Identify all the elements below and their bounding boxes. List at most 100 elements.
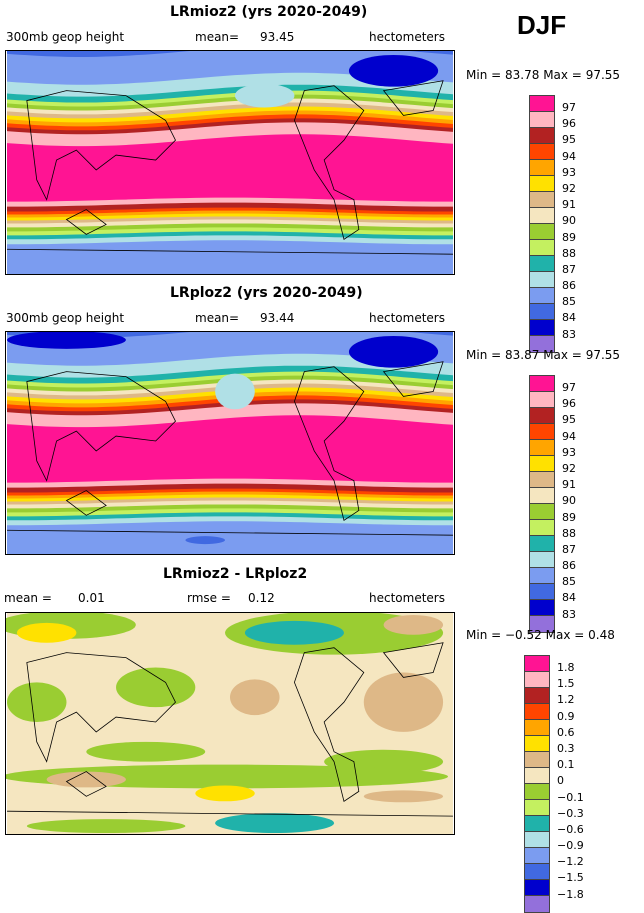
colorbar-swatch [525,800,549,816]
contour-patch [7,682,67,723]
min-label: Min = [466,68,502,82]
coastline [294,85,365,240]
panel3-title: LRmioz2 - LRploz2 [163,566,308,582]
colorbar-swatch [525,688,549,704]
coastline [26,371,176,482]
colorbar-swatch [530,336,554,352]
colorbar-label: −0.9 [557,839,584,853]
colorbar-swatch [530,144,554,160]
colorbar-label: 90 [562,214,576,228]
colorbar-label: 92 [562,461,576,475]
colorbar-label: 95 [562,413,576,427]
contour-band [6,240,453,274]
colorbar-swatch [530,472,554,488]
colorbar-label: −1.5 [557,871,584,885]
panel1-title: LRmioz2 (yrs 2020-2049) [170,4,368,20]
coastline [382,642,444,678]
colorbar-label: 86 [562,279,576,293]
colorbar-label: −1.8 [557,887,584,901]
colorbar-label: 86 [562,559,576,573]
colorbar-swatch [525,816,549,832]
colorbar-swatch [525,720,549,736]
max-value: 0.48 [588,628,615,642]
coastline [7,810,453,817]
contour-patch [46,771,126,788]
contour-patch [348,54,439,87]
contour-patch [215,373,255,410]
colorbar-label: 1.8 [557,661,575,674]
colorbar-label: 92 [562,181,576,195]
panel2-variable: 300mb geop height [6,311,125,325]
colorbar-label: 96 [562,117,576,131]
coastline [65,209,107,235]
panel2-colorbar [529,375,555,633]
colorbar-swatch [530,208,554,224]
colorbar-label: −1.2 [557,855,584,869]
colorbar-swatch [530,504,554,520]
panel3-mean-label: mean = [4,591,52,605]
colorbar-swatch [530,256,554,272]
contour-patch [16,622,77,643]
colorbar-swatch [530,520,554,536]
colorbar-swatch [525,752,549,768]
colorbar-swatch [530,408,554,424]
colorbar-label: 89 [562,510,576,524]
colorbar-label: 83 [562,327,576,341]
colorbar-label: 88 [562,246,576,260]
panel1-colorbar [529,95,555,353]
colorbar-swatch [530,192,554,208]
colorbar-label: 97 [562,381,576,394]
panel2-title: LRploz2 (yrs 2020-2049) [170,285,363,301]
colorbar-swatch [530,160,554,176]
colorbar-label: 97 [562,101,576,114]
season-label: DJF [517,10,567,40]
panel3-map [5,612,455,835]
contour-patch [348,335,439,368]
colorbar-swatch [525,784,549,800]
max-label: Max = [545,628,585,642]
colorbar-swatch [525,832,549,848]
colorbar-swatch [530,320,554,336]
colorbar-label: 0.6 [557,725,575,739]
colorbar-swatch [525,880,549,896]
colorbar-label: 0.1 [557,758,575,772]
panel1-minmax: Min = 83.78 Max = 97.55 [466,68,620,82]
colorbar-swatch [530,96,554,112]
contour-patch [234,83,295,108]
colorbar-label: 91 [562,198,576,212]
coastline [26,90,176,201]
min-label: Min = [466,348,502,362]
max-label: Max = [543,348,582,362]
colorbar-swatch [530,600,554,616]
colorbar-swatch [525,736,549,752]
contour-patch [383,614,444,635]
coastline [65,490,107,516]
colorbar-swatch [525,656,549,672]
colorbar-label: 83 [562,607,576,621]
colorbar-label: 0.9 [557,709,575,723]
coastline [7,529,453,536]
colorbar-label: −0.3 [557,806,584,820]
colorbar-label: 0.3 [557,741,575,755]
colorbar-swatch [530,176,554,192]
coastline [293,647,365,802]
panel2-mean-label: mean= [195,311,240,325]
colorbar-label: 87 [562,262,576,276]
colorbar-label: 85 [562,295,576,309]
panel2-colorbar-labels: 97 96 95 94 93 92 91 90 89 88 87 86 85 84 83 [562,380,602,623]
colorbar-swatch [530,288,554,304]
contour-patch [195,785,255,802]
colorbar-swatch [525,768,549,784]
colorbar-label: 1.2 [557,693,575,707]
colorbar-swatch [530,456,554,472]
min-label: Min = [466,628,502,642]
colorbar-label: 0 [557,774,564,788]
contour-patch [244,620,344,645]
colorbar-label: 84 [562,591,576,605]
panel2-minmax: Min = 83.87 Max = 97.55 [466,348,620,362]
panel3-rmse-label: rmse = [187,591,231,605]
colorbar-swatch [530,128,554,144]
colorbar-swatch [530,488,554,504]
colorbar-label: −0.1 [557,790,584,804]
panel3-minmax: Min = −0.52 Max = 0.48 [466,628,615,642]
